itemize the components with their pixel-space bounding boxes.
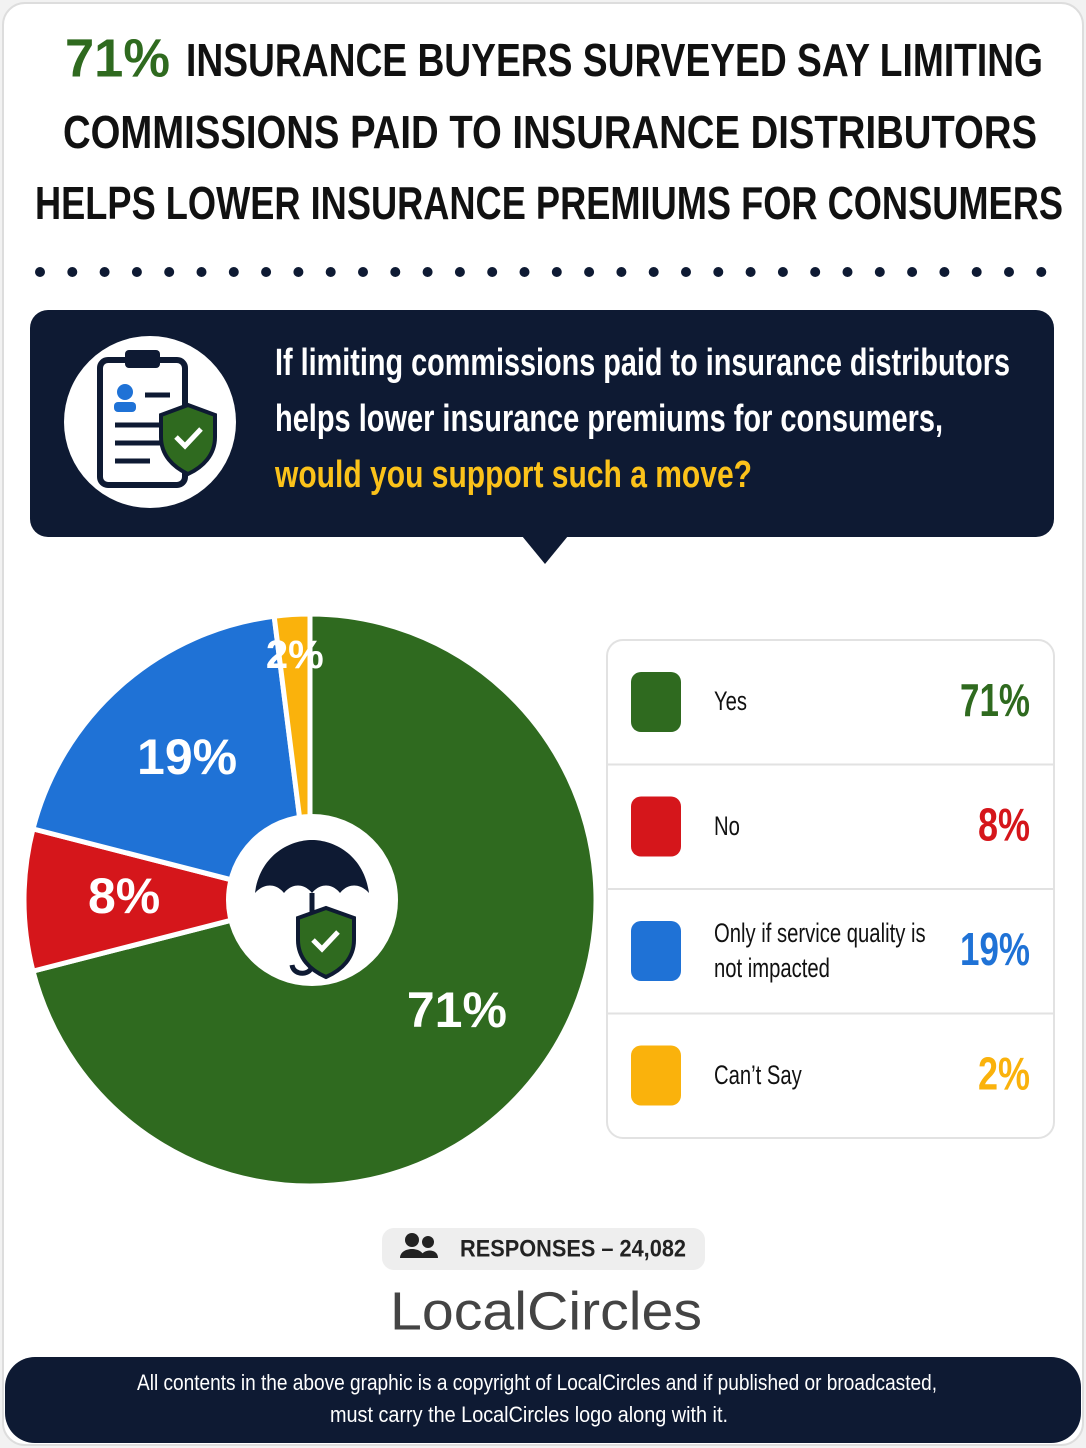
dot xyxy=(390,267,401,277)
question-highlight: would you support such a move? xyxy=(274,454,752,496)
dot xyxy=(99,267,110,277)
legend-value: 8% xyxy=(978,799,1030,851)
dot xyxy=(1004,267,1014,277)
dot xyxy=(487,267,498,277)
footer-bar xyxy=(5,1357,1081,1443)
responses: RESPONSES – 24,082 xyxy=(460,1235,686,1262)
dot xyxy=(358,267,368,277)
title-line: INSURANCE BUYERS SURVEYED SAY LIMITING xyxy=(186,34,1043,86)
umbrella-icon xyxy=(226,814,398,986)
legend-label: Yes xyxy=(714,686,748,717)
responses-pill xyxy=(382,1228,705,1270)
dot xyxy=(131,267,142,277)
dot xyxy=(777,267,788,277)
dot xyxy=(648,267,659,277)
footer-line: must carry the LocalCircles logo along w… xyxy=(330,1402,728,1427)
title-highlight: 71% xyxy=(65,28,170,88)
title-line: COMMISSIONS PAID TO INSURANCE DISTRIBUTO… xyxy=(63,106,1037,158)
logo: LocalCircles xyxy=(390,1281,702,1341)
dot xyxy=(584,267,595,277)
dot xyxy=(519,267,530,277)
legend-label: Only if service quality is not impacted xyxy=(714,917,926,983)
dot xyxy=(939,267,950,277)
legend-label: No xyxy=(714,810,740,841)
divider xyxy=(35,267,1047,277)
legend-value: 19% xyxy=(960,923,1030,975)
legend: Yes 71% No 8% Only if service quality is not… xyxy=(607,672,1054,1106)
dot xyxy=(1036,267,1047,277)
dot xyxy=(745,267,756,277)
dot xyxy=(261,267,272,277)
dot xyxy=(907,267,918,277)
legend-value: 2% xyxy=(978,1048,1030,1100)
legend-label-box: No xyxy=(714,810,740,841)
legend-value: 71% xyxy=(960,674,1030,726)
dot xyxy=(713,267,724,277)
question-line: If limiting commissions paid to insuranc… xyxy=(275,342,1010,384)
dot xyxy=(35,267,45,277)
legend-label-box: Can’t Say xyxy=(714,1059,802,1090)
slice-label: 71% xyxy=(407,982,507,1038)
dot xyxy=(228,267,239,277)
question-line: helps lower insurance premiums for consu… xyxy=(275,398,943,440)
pointer xyxy=(522,536,568,564)
legend-swatch xyxy=(631,796,681,857)
legend-swatch xyxy=(631,672,681,732)
legend-label-box: Only if service quality is not impacted xyxy=(714,917,926,983)
people-icon xyxy=(400,1233,438,1258)
dot xyxy=(454,267,465,277)
clipboard-icon xyxy=(64,336,236,508)
dot xyxy=(164,267,175,277)
dot xyxy=(874,267,885,277)
legend-label: Can’t Say xyxy=(714,1059,802,1090)
slice-label: 19% xyxy=(137,729,237,785)
dot xyxy=(842,267,853,277)
dot xyxy=(293,267,304,277)
dot xyxy=(67,267,78,277)
slice-label: 2% xyxy=(266,633,324,677)
dot xyxy=(616,267,627,277)
title-line: HELPS LOWER INSURANCE PREMIUMS FOR CONSU… xyxy=(35,177,1063,229)
legend-swatch xyxy=(631,1045,681,1106)
dot xyxy=(325,267,336,277)
pie-slice xyxy=(21,825,311,975)
dot xyxy=(681,267,691,277)
pie-slice xyxy=(29,613,313,904)
question-box xyxy=(30,310,1054,537)
dot xyxy=(971,267,982,277)
dot xyxy=(196,267,207,277)
legend-label-box: Yes xyxy=(714,686,748,717)
slice-label: 8% xyxy=(88,868,160,924)
dot xyxy=(810,267,821,277)
legend-swatch xyxy=(631,921,681,981)
dot xyxy=(551,267,562,277)
dot xyxy=(422,267,433,277)
footer-line: All contents in the above graphic is a c… xyxy=(137,1370,937,1395)
